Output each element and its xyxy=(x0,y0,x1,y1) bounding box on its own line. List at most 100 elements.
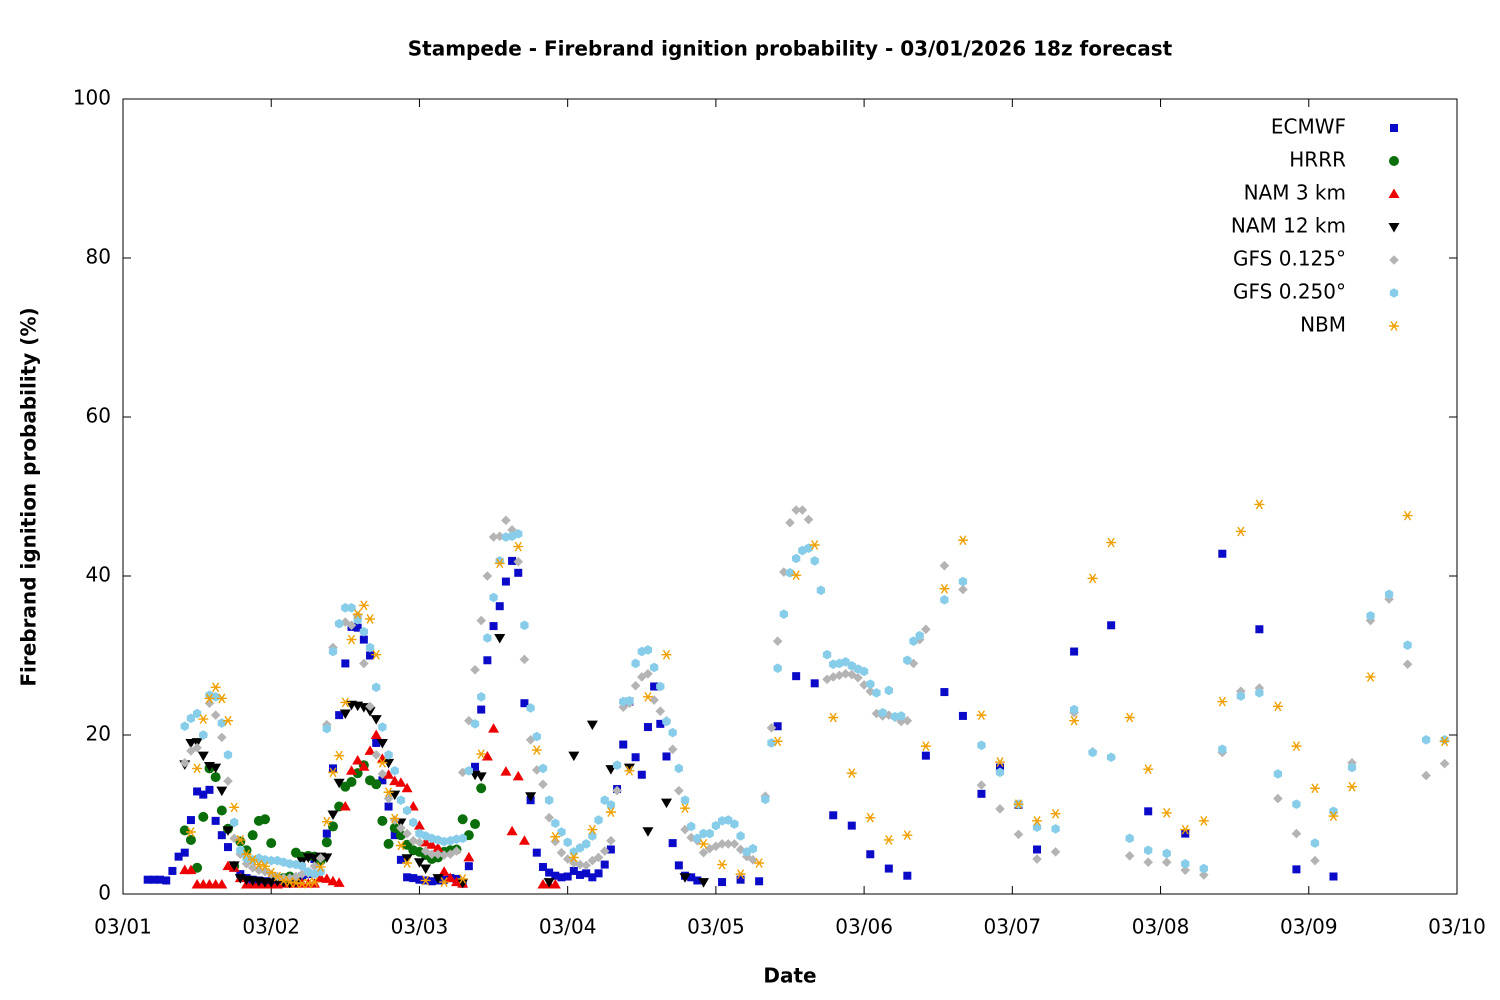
marker xyxy=(543,878,555,888)
marker xyxy=(810,556,819,566)
marker xyxy=(321,853,333,863)
marker xyxy=(1069,715,1080,726)
marker xyxy=(586,720,598,731)
marker xyxy=(217,732,227,743)
marker xyxy=(346,620,357,631)
marker xyxy=(402,858,413,868)
marker xyxy=(1347,762,1357,773)
legend-label: HRRR xyxy=(1289,148,1346,172)
marker xyxy=(278,875,289,886)
marker xyxy=(1291,828,1302,839)
marker xyxy=(464,765,474,776)
marker xyxy=(729,839,740,849)
marker xyxy=(482,571,493,581)
marker xyxy=(563,837,572,848)
marker xyxy=(1070,647,1079,656)
marker xyxy=(494,558,505,569)
marker xyxy=(532,848,541,857)
marker xyxy=(822,649,832,660)
marker xyxy=(1124,712,1135,723)
legend-marker xyxy=(1389,156,1399,166)
marker xyxy=(457,874,468,884)
marker xyxy=(470,719,480,729)
marker xyxy=(587,824,598,835)
marker xyxy=(594,869,603,878)
marker xyxy=(494,634,506,644)
marker xyxy=(698,878,710,888)
marker xyxy=(193,787,202,796)
marker xyxy=(939,583,950,594)
marker xyxy=(156,875,165,884)
marker xyxy=(192,742,202,753)
marker xyxy=(162,876,171,885)
marker xyxy=(514,568,523,577)
marker xyxy=(1255,625,1264,634)
marker xyxy=(957,535,968,546)
marker xyxy=(1050,847,1061,857)
marker xyxy=(513,556,524,567)
marker xyxy=(403,873,412,882)
marker xyxy=(439,877,450,887)
marker xyxy=(327,821,338,832)
marker xyxy=(396,795,406,805)
marker xyxy=(625,696,634,706)
marker xyxy=(920,741,931,752)
marker xyxy=(655,706,666,716)
legend-label: GFS 0.125° xyxy=(1233,247,1346,271)
x-tick-label: 03/07 xyxy=(984,915,1042,939)
x-tick-label: 03/02 xyxy=(242,915,300,939)
marker xyxy=(1402,510,1413,521)
marker xyxy=(180,721,189,732)
marker xyxy=(921,751,930,760)
marker xyxy=(413,858,425,868)
marker xyxy=(1439,736,1450,747)
marker xyxy=(420,875,431,886)
marker xyxy=(605,807,616,818)
marker xyxy=(488,723,500,733)
marker xyxy=(563,872,572,881)
marker xyxy=(444,872,456,883)
marker xyxy=(847,821,856,830)
marker xyxy=(1292,865,1301,874)
marker xyxy=(1032,854,1042,864)
marker xyxy=(518,835,530,845)
marker xyxy=(804,543,813,553)
marker xyxy=(593,852,604,863)
marker xyxy=(792,553,801,564)
x-tick-label: 03/06 xyxy=(835,915,893,939)
marker xyxy=(791,570,802,581)
marker xyxy=(204,693,215,704)
marker xyxy=(674,763,683,774)
marker xyxy=(1310,838,1320,848)
marker xyxy=(1143,857,1154,867)
legend-marker xyxy=(1388,223,1400,233)
marker xyxy=(1365,672,1376,682)
marker xyxy=(1421,770,1431,781)
marker xyxy=(562,854,573,864)
marker xyxy=(538,862,547,871)
marker xyxy=(192,862,203,873)
marker xyxy=(667,744,678,755)
marker xyxy=(642,691,653,702)
marker xyxy=(236,845,245,856)
marker xyxy=(588,873,597,882)
marker xyxy=(185,834,196,845)
marker xyxy=(409,874,418,883)
y-axis-label: Firebrand ignition probability (%) xyxy=(17,307,41,686)
marker xyxy=(1384,589,1394,600)
marker xyxy=(303,878,314,889)
marker xyxy=(210,772,221,783)
marker xyxy=(488,532,499,542)
marker xyxy=(693,876,702,885)
marker xyxy=(698,839,709,849)
marker xyxy=(1199,863,1208,874)
marker xyxy=(791,505,801,515)
marker xyxy=(230,817,239,828)
marker xyxy=(1124,851,1135,861)
marker xyxy=(1366,610,1375,621)
marker xyxy=(458,833,467,844)
marker xyxy=(1106,752,1116,763)
marker xyxy=(853,672,863,683)
marker xyxy=(495,602,504,611)
marker xyxy=(662,716,671,727)
